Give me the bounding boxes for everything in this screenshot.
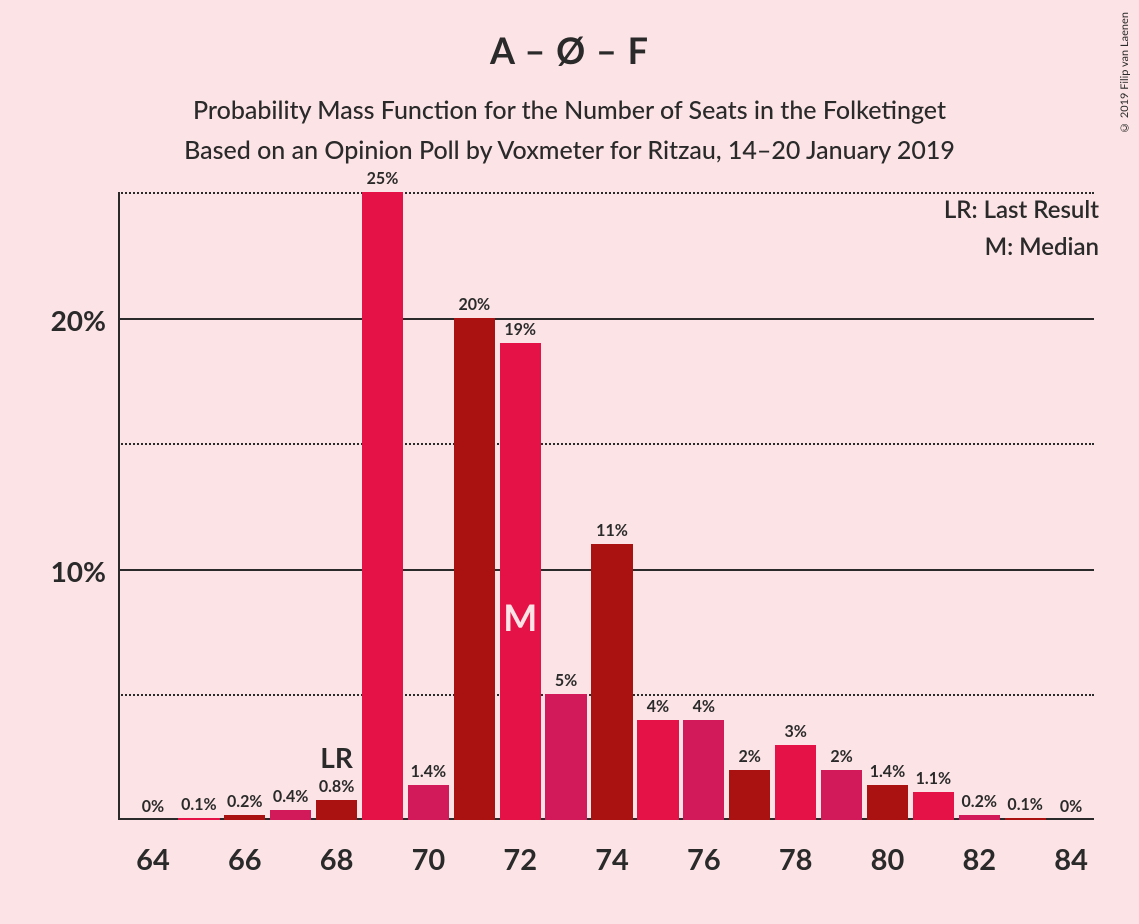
bar-value-label: 1.1% <box>916 769 951 788</box>
bar-slot: 1.4% <box>405 192 451 820</box>
bar-slot: 2% <box>819 192 865 820</box>
bar-slot: 0.2% <box>956 192 1002 820</box>
x-axis-tick-label: 84 <box>1048 824 1094 877</box>
last-result-marker: LR <box>320 740 353 774</box>
chart-plot-area: 10%20% 0%0.1%0.2%0.4%0.8%LR25%1.4%20%19%… <box>118 192 1094 820</box>
bar: 1.1% <box>913 792 954 820</box>
bar-value-label: 0.1% <box>1007 795 1042 814</box>
x-axis-tick-label: 80 <box>865 824 911 877</box>
chart-subtitle: Probability Mass Function for the Number… <box>0 90 1139 170</box>
bar-slot: 25% <box>360 192 406 820</box>
x-axis-tick-label: 76 <box>681 824 727 877</box>
bar-value-label: 0.4% <box>273 787 308 806</box>
y-axis-tick-label: 10% <box>51 554 106 588</box>
bar-value-label: 1.4% <box>411 762 446 781</box>
bar: 1.4% <box>408 785 449 820</box>
subtitle-line-1: Probability Mass Function for the Number… <box>0 90 1139 130</box>
bar: 4% <box>683 720 724 820</box>
bar-value-label: 0.1% <box>181 795 216 814</box>
bar-slot: 0.4% <box>268 192 314 820</box>
bar-slot: 0.8% LR <box>314 192 360 820</box>
bar: 3% <box>775 745 816 820</box>
bar: 25% <box>362 192 403 820</box>
bars-container: 0%0.1%0.2%0.4%0.8%LR25%1.4%20%19%M5%11%4… <box>118 192 1094 820</box>
bar: 0.1% <box>1005 818 1046 821</box>
bar: 0.2% <box>959 815 1000 820</box>
bar-value-label: 0.2% <box>227 792 262 811</box>
y-axis-tick-label: 20% <box>51 303 106 337</box>
bar-slot: 0.2% <box>222 192 268 820</box>
bar-value-label: 4% <box>647 697 669 716</box>
bar-slot: 0.1% <box>176 192 222 820</box>
bar: 2% <box>821 770 862 820</box>
bar-value-label: 5% <box>555 671 577 690</box>
bar-value-label: 11% <box>596 521 628 540</box>
bar-value-label: 4% <box>693 697 715 716</box>
bar-value-label: 3% <box>784 722 806 741</box>
bar-value-label: 2% <box>739 747 761 766</box>
chart-title: A – Ø – F <box>0 0 1139 72</box>
subtitle-line-2: Based on an Opinion Poll by Voxmeter for… <box>0 130 1139 170</box>
bar: 11% <box>591 544 632 820</box>
bar-value-label: 0% <box>1060 797 1082 816</box>
bar: 1.4% <box>867 785 908 820</box>
bar-slot: 11% <box>589 192 635 820</box>
x-axis-tick-label: 64 <box>130 824 176 877</box>
x-axis-tick-label: 66 <box>222 824 268 877</box>
bar: 0.1% <box>178 818 219 821</box>
bar-slot: 20% <box>451 192 497 820</box>
bar-slot: 1.4% <box>865 192 911 820</box>
bar-slot: 4% <box>635 192 681 820</box>
bar: 4% <box>637 720 678 820</box>
bar: 2% <box>729 770 770 820</box>
x-axis-tick-label: 78 <box>773 824 819 877</box>
bar-value-label: 0.8% <box>319 777 354 796</box>
bar: 5% <box>545 694 586 820</box>
bar-value-label: 25% <box>367 169 399 188</box>
bar: 0.4% <box>270 810 311 820</box>
bar-value-label: 0.2% <box>962 792 997 811</box>
x-axis-tick-label: 82 <box>956 824 1002 877</box>
bar-slot: 4% <box>681 192 727 820</box>
bar-slot: 2% <box>727 192 773 820</box>
bar-slot: 3% <box>773 192 819 820</box>
median-marker: M <box>503 595 537 639</box>
bar-slot: 1.1% <box>910 192 956 820</box>
bar: 0.8% <box>316 800 357 820</box>
bar-slot: 0% <box>130 192 176 820</box>
copyright-text: © 2019 Filip van Laenen <box>1118 12 1131 134</box>
bar-slot: 5% <box>543 192 589 820</box>
bar-slot: 19% M <box>497 192 543 820</box>
bar-slot: 0.1% <box>1002 192 1048 820</box>
bar-value-label: 1.4% <box>870 762 905 781</box>
bar: 0.2% <box>224 815 265 820</box>
bar-value-label: 0% <box>142 797 164 816</box>
bar-value-label: 2% <box>830 747 852 766</box>
bar-value-label: 19% <box>504 320 536 339</box>
bar: 19%M <box>500 343 541 820</box>
bar-slot: 0% <box>1048 192 1094 820</box>
x-axis-tick-label: 70 <box>405 824 451 877</box>
x-axis-labels: 6465666768697071727374757677787980818283… <box>118 824 1094 877</box>
bar: 20% <box>454 318 495 820</box>
bar-value-label: 20% <box>458 295 490 314</box>
x-axis-tick-label: 72 <box>497 824 543 877</box>
x-axis-tick-label: 74 <box>589 824 635 877</box>
x-axis-tick-label: 68 <box>314 824 360 877</box>
